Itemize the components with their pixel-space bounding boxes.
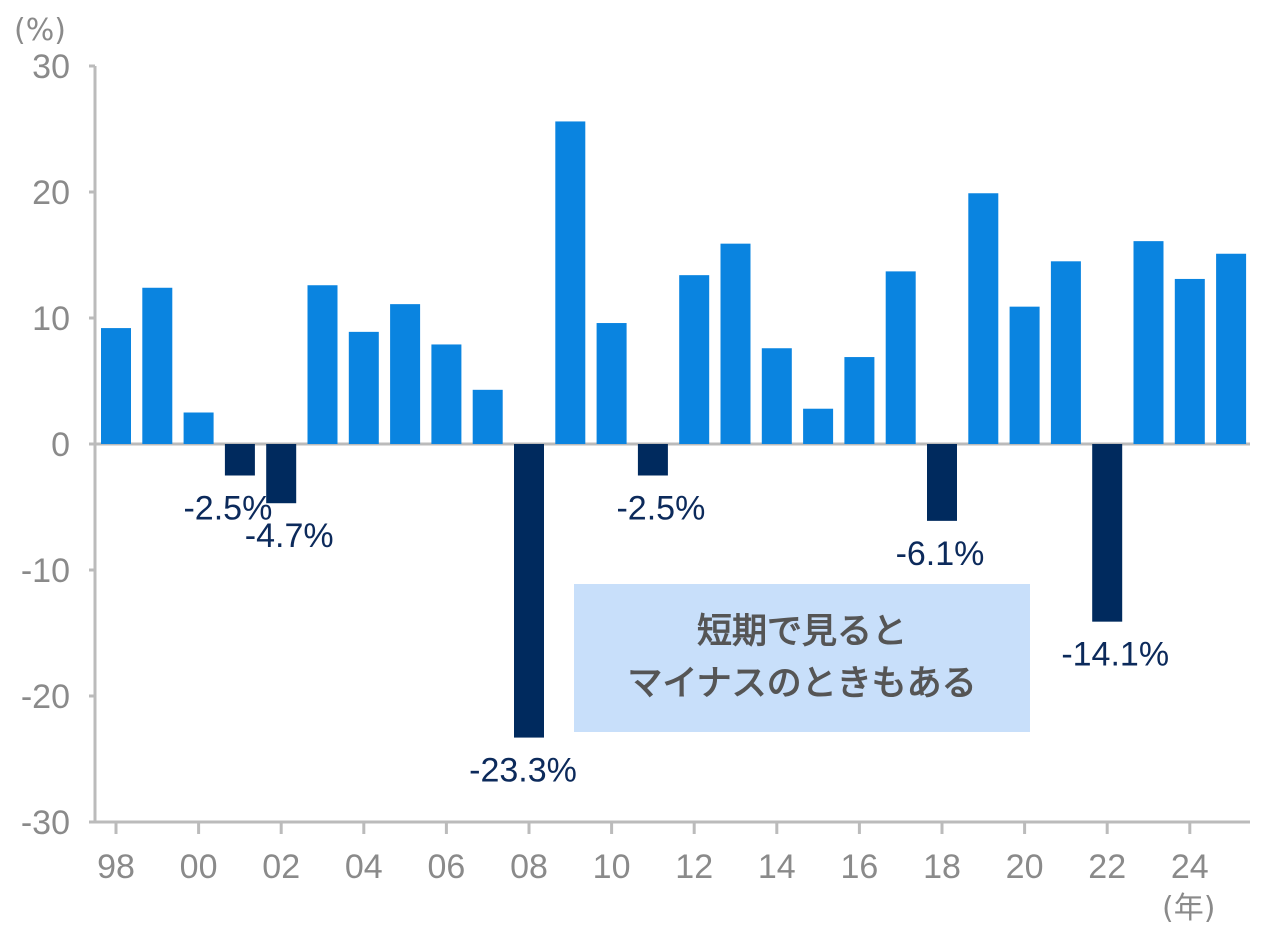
y-tick-label: 0 — [51, 426, 70, 464]
bar-value-label: -4.7% — [245, 517, 334, 555]
bar-2006 — [431, 344, 462, 444]
x-tick-label: 98 — [97, 848, 135, 886]
bar-2020 — [1009, 306, 1040, 444]
y-tick-label: -10 — [21, 552, 70, 590]
x-tick-label: 06 — [427, 848, 465, 886]
bar-value-label: -14.1% — [1061, 636, 1169, 674]
bar-2024 — [1174, 278, 1205, 444]
annotation-box: 短期で見ると マイナスのときもある — [574, 584, 1030, 732]
bar-2012 — [679, 275, 710, 444]
y-tick-label: 10 — [32, 300, 70, 338]
bar-2004 — [348, 331, 379, 444]
bar-2023 — [1133, 241, 1164, 444]
x-tick-label: 02 — [262, 848, 300, 886]
bar-2009 — [555, 121, 586, 444]
bar-2025 — [1216, 253, 1247, 444]
x-tick-label: 14 — [758, 848, 796, 886]
y-tick-label: 20 — [32, 174, 70, 212]
y-tick-label: -30 — [21, 804, 70, 842]
x-unit-label: (年) — [1162, 891, 1215, 926]
bar-1999 — [142, 287, 173, 444]
bar-2002 — [266, 444, 297, 504]
bar-2003 — [307, 285, 338, 444]
bar-2011 — [637, 444, 668, 476]
bar-2015 — [803, 408, 834, 444]
x-tick-label: 24 — [1171, 848, 1209, 886]
bar-2022 — [1092, 444, 1123, 622]
x-tick-label: 10 — [593, 848, 631, 886]
annotation-line-2: マイナスのときもある — [627, 664, 977, 704]
bar-2010 — [596, 323, 627, 444]
x-tick-label: 08 — [510, 848, 548, 886]
y-unit-label: (%) — [14, 13, 66, 48]
bar-value-labels: -2.5%-4.7%-23.3%-2.5%-6.1%-14.1% — [183, 490, 1169, 790]
bar-2018 — [927, 444, 957, 521]
bar-value-label: -2.5% — [183, 490, 272, 528]
bar-2005 — [390, 304, 421, 444]
x-tick-label: 16 — [840, 848, 878, 886]
bar-2016 — [844, 357, 875, 444]
x-tick-label: 00 — [180, 848, 218, 886]
y-tick-label: -20 — [21, 678, 70, 716]
y-axis: 30 20 10 0 -10 -20 -30 — [21, 48, 97, 842]
bar-2019 — [968, 193, 999, 444]
bar-value-label: -2.5% — [616, 490, 705, 528]
x-tick-label: 22 — [1088, 848, 1126, 886]
bar-value-label: -6.1% — [896, 535, 985, 573]
bar-2007 — [472, 389, 503, 444]
bar-2014 — [761, 348, 792, 444]
bar-2000 — [183, 412, 214, 444]
x-axis: 98 00 02 04 06 08 10 12 14 16 18 20 22 24 — [95, 442, 1250, 886]
annotation-line-1: 短期で見ると — [696, 612, 907, 652]
bar-2013 — [720, 243, 751, 444]
bar-value-label: -23.3% — [469, 752, 577, 790]
x-tick-label: 04 — [345, 848, 383, 886]
x-tick-label: 20 — [1006, 848, 1044, 886]
y-tick-label: 30 — [32, 48, 70, 86]
x-tick-label: 18 — [923, 848, 961, 886]
bar-1998 — [101, 328, 131, 444]
bar-2001 — [224, 444, 255, 476]
bars — [101, 121, 1247, 738]
x-tick-label: 12 — [675, 848, 713, 886]
bar-2017 — [885, 271, 916, 444]
bar-2021 — [1050, 261, 1081, 444]
bar-2008 — [514, 444, 544, 738]
